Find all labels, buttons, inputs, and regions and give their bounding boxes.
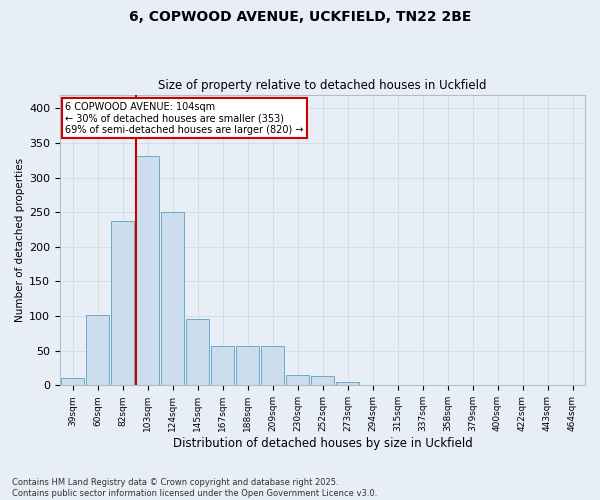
Bar [161, 212, 184, 386]
Bar [110, 222, 134, 386]
Bar [61, 378, 85, 386]
Bar [410, 384, 434, 386]
Bar [286, 375, 310, 386]
Bar [560, 384, 584, 386]
Text: 6 COPWOOD AVENUE: 104sqm
← 30% of detached houses are smaller (353)
69% of semi-: 6 COPWOOD AVENUE: 104sqm ← 30% of detach… [65, 102, 304, 135]
Bar [236, 346, 259, 386]
Bar [361, 384, 385, 386]
Bar [386, 384, 409, 386]
Bar [311, 376, 334, 386]
Bar [211, 346, 235, 386]
Bar [136, 156, 160, 386]
Bar [335, 382, 359, 386]
Y-axis label: Number of detached properties: Number of detached properties [15, 158, 25, 322]
Bar [86, 316, 109, 386]
Text: 6, COPWOOD AVENUE, UCKFIELD, TN22 2BE: 6, COPWOOD AVENUE, UCKFIELD, TN22 2BE [129, 10, 471, 24]
Text: Contains HM Land Registry data © Crown copyright and database right 2025.
Contai: Contains HM Land Registry data © Crown c… [12, 478, 377, 498]
Bar [185, 319, 209, 386]
Bar [536, 384, 559, 386]
Bar [260, 346, 284, 386]
Title: Size of property relative to detached houses in Uckfield: Size of property relative to detached ho… [158, 79, 487, 92]
X-axis label: Distribution of detached houses by size in Uckfield: Distribution of detached houses by size … [173, 437, 472, 450]
